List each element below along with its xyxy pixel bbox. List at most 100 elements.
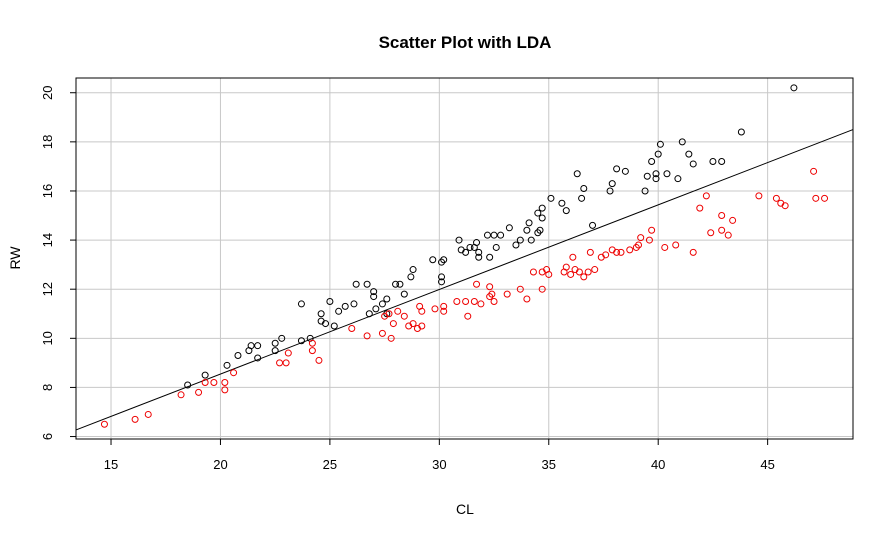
data-point-series-2 [672,241,680,249]
data-point-series-1 [648,157,656,165]
data-point-series-2 [462,297,470,305]
data-point-series-2 [477,300,485,308]
data-point-series-2 [490,297,498,305]
data-point-series-1 [330,322,338,330]
data-point-series-2 [702,192,710,200]
data-point-series-1 [790,84,798,92]
y-tick-label: 14 [40,233,55,247]
data-point-series-1 [709,157,717,165]
x-tick-label: 15 [104,457,118,472]
data-point-series-2 [378,329,386,337]
data-point-series-2 [781,202,789,210]
data-point-series-2 [473,280,481,288]
data-point-series-2 [635,241,643,249]
data-point-series-2 [812,194,820,202]
data-point-series-1 [558,199,566,207]
data-point-series-1 [656,140,664,148]
data-point-series-2 [602,251,610,259]
data-point-series-1 [341,302,349,310]
data-point-series-2 [637,234,645,242]
data-point-series-2 [503,290,511,298]
data-point-series-1 [589,221,597,229]
data-point-series-2 [772,194,780,202]
data-point-series-2 [100,420,108,428]
data-point-series-2 [707,229,715,237]
data-point-series-1 [370,288,378,296]
data-point-series-2 [488,290,496,298]
data-point-series-1 [492,243,500,251]
data-point-series-2 [486,283,494,291]
data-point-series-2 [418,322,426,330]
data-point-series-2 [648,226,656,234]
data-point-series-2 [580,273,588,281]
data-point-series-1 [396,280,404,288]
data-point-series-1 [534,209,542,217]
data-point-series-2 [144,410,152,418]
data-point-series-2 [201,379,209,387]
data-point-series-1 [663,170,671,178]
data-point-series-2 [440,302,448,310]
data-point-series-1 [606,187,614,195]
x-tick-label: 20 [213,457,227,472]
data-point-series-1 [400,290,408,298]
data-point-series-1 [184,381,192,389]
data-point-series-2 [440,307,448,315]
data-point-series-1 [365,310,373,318]
data-point-series-2 [409,320,417,328]
data-point-series-2 [389,320,397,328]
data-point-series-2 [308,347,316,355]
data-point-series-1 [573,170,581,178]
data-point-series-1 [466,243,474,251]
data-point-series-1 [271,347,279,355]
data-point-series-2 [821,194,829,202]
x-tick-label: 45 [760,457,774,472]
data-point-series-2 [613,248,621,256]
data-point-series-2 [567,270,575,278]
data-point-series-1 [643,172,651,180]
data-point-series-1 [718,157,726,165]
data-point-series-1 [641,187,649,195]
data-point-series-1 [737,128,745,136]
data-point-series-1 [538,214,546,222]
data-point-series-1 [525,219,533,227]
data-point-series-1 [523,226,531,234]
data-point-series-1 [689,160,697,168]
data-point-series-1 [429,256,437,264]
data-point-series-2 [516,285,524,293]
data-point-series-1 [247,342,255,350]
data-point-series-2 [230,369,238,377]
data-point-series-2 [210,379,218,387]
data-point-series-2 [718,226,726,234]
data-point-series-1 [392,280,400,288]
data-point-series-1 [473,239,481,247]
data-point-series-1 [378,300,386,308]
data-point-series-1 [297,337,305,345]
plot-border [75,77,854,440]
data-point-series-1 [370,293,378,301]
data-point-series-1 [678,138,686,146]
data-point-series-1 [475,253,483,261]
data-point-series-1 [685,150,693,158]
data-point-series-1 [538,204,546,212]
x-axis: 15 20 25 30 35 40 45 [104,439,775,472]
data-point-series-1 [527,236,535,244]
data-point-series-1 [652,175,660,183]
data-point-series-2 [221,386,229,394]
y-axis-label: RW [7,246,23,270]
data-point-series-2 [584,268,592,276]
data-point-series-1 [613,165,621,173]
data-point-series-2 [221,379,229,387]
x-tick-label: 30 [432,457,446,472]
data-point-series-2 [626,246,634,254]
data-point-series-2 [431,305,439,313]
data-point-series-2 [562,263,570,271]
x-axis-label: CL [456,501,474,517]
y-tick-label: 16 [40,184,55,198]
data-point-series-1 [352,280,360,288]
data-point-series-2 [131,415,139,423]
data-point-series-2 [387,334,395,342]
y-axis: 6 8 10 12 14 16 18 20 [40,86,76,440]
data-point-series-1 [674,175,682,183]
data-point-series-1 [234,352,242,360]
